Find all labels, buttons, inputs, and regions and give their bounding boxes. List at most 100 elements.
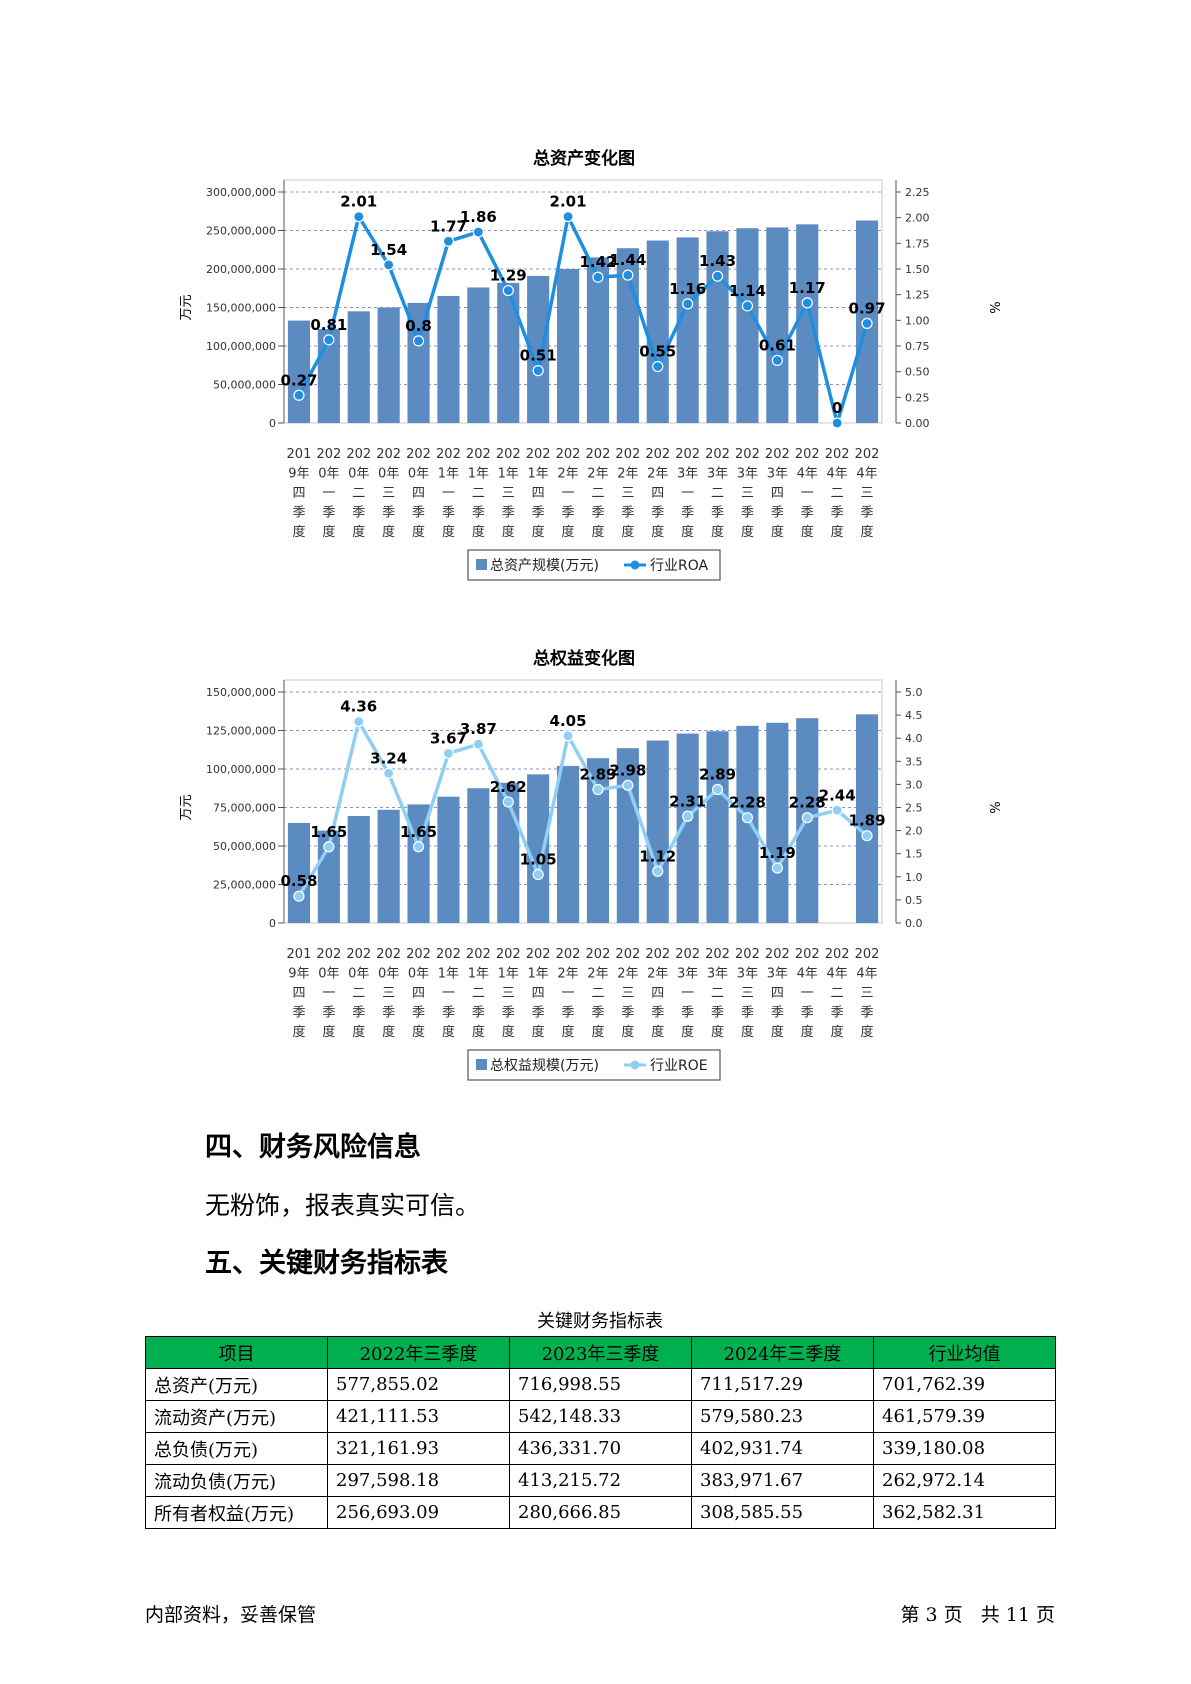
bar (766, 722, 789, 923)
y2-tick-label: 1.5 (905, 848, 923, 861)
y-tick-label: 150,000,000 (206, 302, 276, 315)
bar (586, 758, 610, 923)
y2-tick-label: 0.0 (905, 917, 923, 930)
table-row: 所有者权益(万元) 256,693.09 280,666.85 308,585.… (145, 1496, 1056, 1529)
x-tick-label: 3年 (677, 467, 698, 482)
x-tick-label: 202 (436, 447, 461, 462)
x-tick-label: 4年 (856, 967, 877, 982)
x-tick-label: 度 (562, 1024, 575, 1040)
y-axis-label: 万元 (179, 294, 194, 320)
x-tick-label: 3年 (707, 967, 728, 982)
line-point (353, 211, 365, 223)
x-tick-label: 季 (651, 1006, 664, 1021)
line-point (652, 865, 664, 877)
x-tick-label: 季 (442, 1006, 455, 1021)
x-tick-label: 度 (292, 1024, 305, 1040)
line-point (801, 812, 813, 824)
x-tick-label: 二 (472, 986, 485, 1001)
x-tick-label: 2年 (617, 967, 638, 982)
bar (586, 257, 610, 423)
line-point (383, 259, 395, 271)
x-tick-label: 2年 (647, 467, 668, 482)
footer-page-number: 第 3 页 共 11 页 (900, 1604, 1055, 1626)
legend-bar-label: 总资产规模(万元) (490, 558, 599, 574)
x-tick-label: 度 (532, 1024, 545, 1040)
x-tick-label: 度 (591, 1024, 604, 1040)
y-tick-label: 250,000,000 (206, 225, 276, 238)
x-tick-label: 二 (352, 986, 365, 1001)
data-label: 0.97 (849, 299, 886, 317)
data-label: 2.98 (609, 761, 646, 779)
table-header-cell: 行业均值 (873, 1336, 1056, 1369)
x-tick-label: 4年 (856, 467, 877, 482)
x-tick-label: 二 (831, 986, 844, 1001)
x-tick-label: 季 (412, 1006, 425, 1021)
y2-tick-label: 0.75 (905, 340, 930, 353)
line-point (682, 298, 694, 310)
x-tick-label: 三 (741, 986, 754, 1001)
legend-bar-label: 总权益规模(万元) (490, 1058, 599, 1074)
bar (467, 788, 490, 923)
bar (766, 227, 789, 423)
line-point (383, 767, 395, 779)
key-financial-table: 项目 2022年三季度 2023年三季度 2024年三季度 行业均值 总资产(万… (145, 1336, 1056, 1529)
line-point (711, 783, 724, 796)
x-tick-label: 度 (801, 1024, 814, 1040)
line-point (771, 354, 783, 366)
x-tick-label: 季 (651, 506, 664, 521)
line-point (831, 804, 843, 816)
y-tick-label: 100,000,000 (206, 340, 276, 353)
x-tick-label: 一 (801, 986, 814, 1001)
data-label: 1.05 (520, 850, 557, 868)
x-tick-label: 202 (825, 447, 850, 462)
x-tick-label: 3年 (767, 467, 788, 482)
x-tick-label: 度 (502, 524, 515, 540)
x-tick-label: 202 (765, 447, 790, 462)
legend: 总权益规模(万元) 行业ROE (467, 1049, 721, 1081)
x-tick-label: 1年 (438, 467, 459, 482)
y2-tick-label: 3.0 (905, 778, 923, 791)
legend-line-label: 行业ROE (650, 1058, 708, 1074)
bar (467, 287, 490, 423)
x-tick-label: 度 (771, 524, 784, 540)
x-tick-label: 季 (831, 506, 844, 521)
x-tick-label: 3年 (707, 467, 728, 482)
x-tick-label: 一 (322, 486, 335, 501)
x-tick-label: 度 (651, 524, 664, 540)
x-tick-label: 202 (586, 447, 611, 462)
line-point (562, 211, 574, 223)
x-tick-label: 202 (855, 947, 880, 962)
x-tick-label: 0年 (318, 967, 339, 982)
x-tick-label: 度 (442, 524, 455, 540)
x-tick-label: 度 (532, 524, 545, 540)
x-tick-label: 3年 (737, 467, 758, 482)
x-tick-label: 一 (442, 986, 455, 1001)
y2-axis-label: % (986, 301, 1001, 313)
bar (377, 809, 400, 923)
y2-tick-label: 2.25 (905, 186, 930, 199)
y2-tick-label: 1.25 (905, 289, 930, 302)
x-tick-label: 202 (496, 947, 521, 962)
data-label: 1.43 (699, 252, 736, 270)
x-tick-label: 度 (621, 1024, 634, 1040)
x-tick-label: 度 (861, 1024, 874, 1040)
x-tick-label: 一 (322, 986, 335, 1001)
x-tick-label: 二 (591, 986, 604, 1001)
x-tick-label: 季 (741, 1006, 754, 1021)
x-tick-label: 202 (556, 447, 581, 462)
legend-line-marker (630, 1060, 640, 1070)
x-tick-label: 202 (436, 947, 461, 962)
line-point (293, 389, 305, 401)
line-point (412, 841, 425, 853)
bar (676, 733, 699, 923)
table-cell: 所有者权益(万元) (145, 1496, 328, 1529)
x-tick-label: 202 (735, 947, 760, 962)
x-tick-label: 0年 (408, 467, 429, 482)
x-tick-label: 四 (532, 486, 545, 501)
table-header-cell: 2022年三季度 (327, 1336, 510, 1369)
x-tick-label: 度 (621, 524, 634, 540)
data-label: 1.16 (669, 280, 706, 298)
line-point (801, 297, 813, 309)
table-row: 流动负债(万元) 297,598.18 413,215.72 383,971.6… (145, 1464, 1056, 1497)
y2-tick-label: 0.00 (905, 417, 930, 430)
